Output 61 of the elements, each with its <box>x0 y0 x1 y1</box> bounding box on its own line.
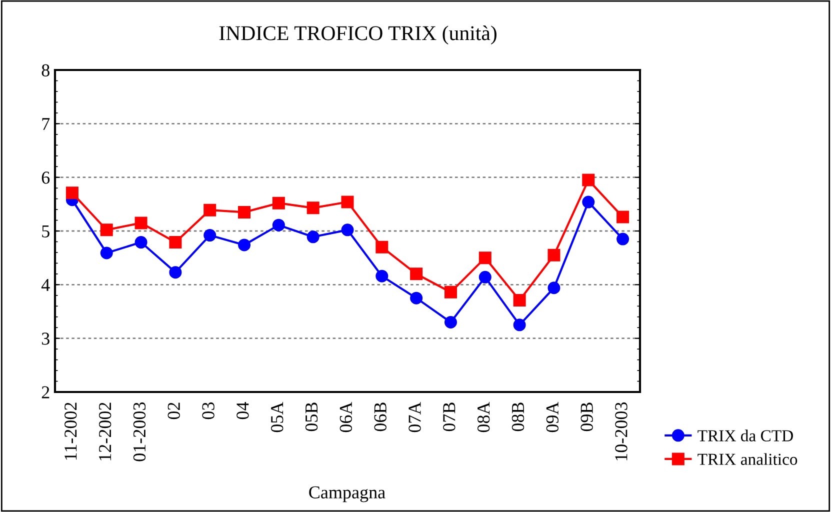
x-tick-label: 05B <box>305 402 318 432</box>
point <box>238 238 251 252</box>
point <box>341 196 354 208</box>
x-tick-label: 08A <box>477 402 490 432</box>
x-tick-label: 11-2002 <box>64 402 77 460</box>
legend-label: TRIX analitico <box>698 453 798 465</box>
point <box>410 268 423 280</box>
point <box>478 270 492 284</box>
point <box>238 206 251 218</box>
x-tick-label: 12-2002 <box>98 402 112 460</box>
x-tick-label: 06B <box>374 402 386 432</box>
point <box>66 186 78 200</box>
point <box>272 196 285 210</box>
y-tick-label: 5 <box>42 225 50 238</box>
point <box>513 318 526 332</box>
y-tick-label: 4 <box>41 279 50 291</box>
point <box>513 294 526 306</box>
y-tick-label: 6 <box>42 172 50 184</box>
y-tick-label: 8 <box>42 64 50 76</box>
point <box>306 202 320 214</box>
x-tick-label: 07B <box>443 402 456 432</box>
x-tick-label: 04 <box>236 402 249 420</box>
point <box>100 246 113 260</box>
y-tick-label: 3 <box>42 332 50 345</box>
x-tick-label: 05A <box>271 402 284 432</box>
point <box>616 232 630 246</box>
x-tick-label: 08B <box>512 402 524 432</box>
point <box>478 252 492 264</box>
point <box>134 236 148 249</box>
y-tick-label: 7 <box>42 118 50 130</box>
x-tick-label: 09A <box>546 402 558 432</box>
legend-label: TRIX da CTD <box>698 430 793 442</box>
x-axis-title: Campagna <box>309 486 386 502</box>
point <box>204 229 216 242</box>
point <box>548 282 560 294</box>
point <box>169 266 182 279</box>
point <box>444 286 457 298</box>
point <box>582 196 595 208</box>
point <box>134 216 148 230</box>
x-tick-label: 09B <box>580 402 593 432</box>
x-tick-label: 10-2003 <box>615 402 628 460</box>
point <box>582 174 595 186</box>
x-tick-label: 02 <box>168 402 180 420</box>
y-tick-label: 2 <box>42 386 50 398</box>
point <box>410 292 423 304</box>
point <box>616 210 630 224</box>
point <box>169 236 182 249</box>
point <box>548 248 560 262</box>
point <box>444 316 457 328</box>
point <box>306 230 320 244</box>
point <box>204 204 216 216</box>
chart-title: INDICE TROFICO TRIX (unità) <box>219 26 496 44</box>
x-tick-label: 03 <box>202 402 214 420</box>
x-tick-label: 01-2003 <box>133 402 146 462</box>
x-tick-label: 06A <box>340 402 352 432</box>
x-tick-label: 07A <box>408 402 421 432</box>
point <box>272 218 285 232</box>
point <box>376 240 388 254</box>
point <box>376 270 388 282</box>
point <box>341 224 354 236</box>
point <box>100 224 113 236</box>
